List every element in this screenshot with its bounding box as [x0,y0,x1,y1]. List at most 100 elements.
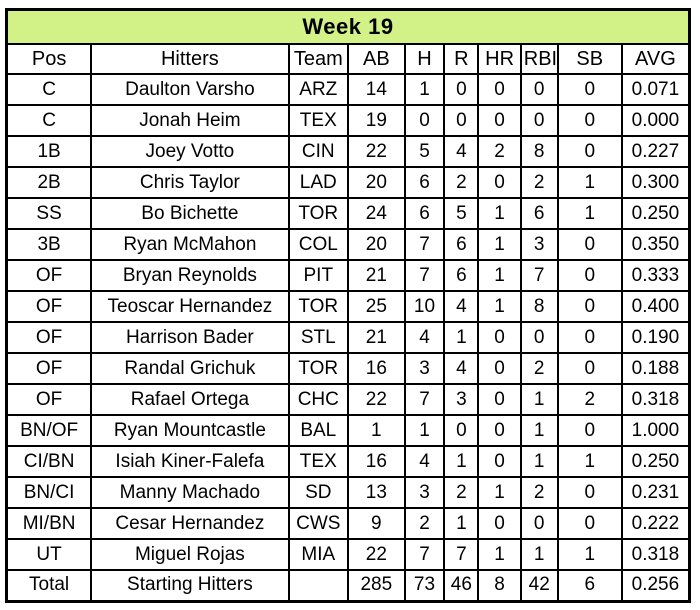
cell-h: 3 [403,352,446,385]
cell-h: 4 [403,445,446,478]
cell-ab: 20 [346,228,406,261]
cell-ab: 22 [346,383,406,416]
column-header-sb: SB [556,43,623,75]
cell-h: 5 [403,135,446,168]
column-header-rbi: RBI [519,43,559,75]
cell-rbi: 2 [519,352,559,385]
cell-team: TEX [287,104,349,137]
total-row: Total Starting Hitters 285 73 46 8 42 6 0.256 [5,569,691,602]
weekly-hitters-stats-table: Week 19 Pos Hitters Team AB H R HR RBI SB AVG C Da… [5,8,691,603]
player-row: BN/CI Manny Machado SD 13 3 2 1 2 0 0.231 [5,476,691,509]
cell-rbi: 2 [519,166,559,199]
cell-hitters: Teoscar Hernandez [90,290,290,323]
cell-r: 4 [443,290,480,323]
cell-h: 2 [403,507,446,540]
cell-ab: 21 [346,259,406,292]
cell-r: 4 [443,135,480,168]
cell-sb: 1 [556,445,623,478]
cell-team: TOR [287,290,349,323]
cell-team: PIT [287,259,349,292]
cell-sb: 1 [556,197,623,230]
cell-r: 2 [443,166,480,199]
cell-pos: CI/BN [5,445,93,478]
cell-pos: Total [5,569,93,602]
cell-rbi: 1 [519,383,559,416]
cell-team: MIA [287,538,349,571]
player-row: OF Teoscar Hernandez TOR 25 10 4 1 8 0 0.400 [5,290,691,323]
cell-h: 6 [403,166,446,199]
cell-team: TEX [287,445,349,478]
cell-team: CHC [287,383,349,416]
cell-ab: 9 [346,507,406,540]
cell-sb: 0 [556,135,623,168]
cell-pos: 1B [5,135,93,168]
title-row: Week 19 [5,8,691,45]
cell-team: STL [287,321,349,354]
cell-team: ARZ [287,73,349,106]
cell-ab: 20 [346,166,406,199]
player-row: 1B Joey Votto CIN 22 5 4 2 8 0 0.227 [5,135,691,168]
cell-hitters: Chris Taylor [90,166,290,199]
cell-sb: 0 [556,73,623,106]
cell-hr: 2 [477,135,522,168]
cell-sb: 0 [556,414,623,447]
cell-pos: OF [5,259,93,292]
cell-ab: 16 [346,352,406,385]
column-header-r: R [443,43,480,75]
cell-r: 46 [443,569,480,602]
cell-ab: 14 [346,73,406,106]
cell-team: COL [287,228,349,261]
cell-avg: 0.231 [620,476,691,509]
cell-hr: 1 [477,197,522,230]
cell-hr: 0 [477,507,522,540]
cell-pos: SS [5,197,93,230]
cell-rbi: 1 [519,445,559,478]
cell-hr: 1 [477,538,522,571]
cell-hitters: Joey Votto [90,135,290,168]
cell-team: BAL [287,414,349,447]
cell-r: 1 [443,445,480,478]
player-row: OF Randal Grichuk TOR 16 3 4 0 2 0 0.188 [5,352,691,385]
cell-rbi: 0 [519,104,559,137]
cell-avg: 0.000 [620,104,691,137]
cell-hitters: Randal Grichuk [90,352,290,385]
cell-ab: 13 [346,476,406,509]
cell-rbi: 6 [519,197,559,230]
cell-rbi: 3 [519,228,559,261]
cell-hr: 0 [477,166,522,199]
cell-sb: 1 [556,166,623,199]
cell-pos: OF [5,383,93,416]
cell-team: TOR [287,352,349,385]
cell-r: 2 [443,476,480,509]
cell-team: TOR [287,197,349,230]
cell-hr: 0 [477,321,522,354]
cell-hr: 0 [477,73,522,106]
cell-avg: 0.256 [620,569,691,602]
cell-pos: 2B [5,166,93,199]
player-row: 3B Ryan McMahon COL 20 7 6 1 3 0 0.350 [5,228,691,261]
player-row: OF Harrison Bader STL 21 4 1 0 0 0 0.190 [5,321,691,354]
cell-r: 7 [443,538,480,571]
cell-h: 1 [403,73,446,106]
cell-h: 3 [403,476,446,509]
player-row: OF Bryan Reynolds PIT 21 7 6 1 7 0 0.333 [5,259,691,292]
cell-hr: 1 [477,259,522,292]
table-title: Week 19 [5,8,691,45]
cell-r: 4 [443,352,480,385]
cell-r: 6 [443,228,480,261]
cell-h: 7 [403,538,446,571]
cell-avg: 0.400 [620,290,691,323]
player-row: C Daulton Varsho ARZ 14 1 0 0 0 0 0.071 [5,73,691,106]
column-header-hitters: Hitters [90,43,290,75]
cell-ab: 1 [346,414,406,447]
cell-team: LAD [287,166,349,199]
cell-avg: 0.071 [620,73,691,106]
cell-hr: 1 [477,476,522,509]
cell-h: 4 [403,321,446,354]
cell-r: 0 [443,414,480,447]
cell-sb: 0 [556,228,623,261]
cell-hitters: Manny Machado [90,476,290,509]
cell-ab: 22 [346,135,406,168]
cell-hr: 0 [477,352,522,385]
cell-h: 0 [403,104,446,137]
